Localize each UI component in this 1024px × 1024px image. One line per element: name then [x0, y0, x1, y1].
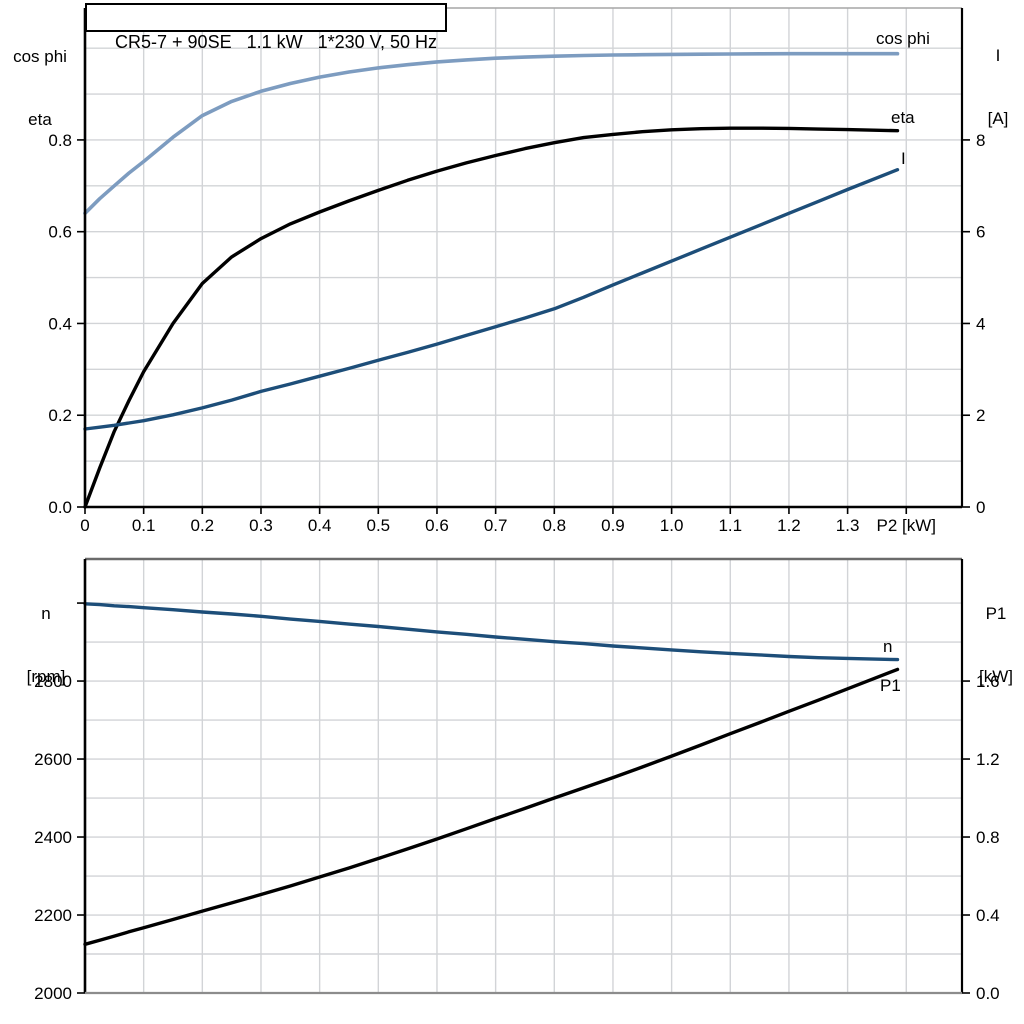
curve-P1	[83, 667, 900, 946]
curve-label-P1: P1	[880, 676, 901, 695]
left-tick-label: 2600	[34, 750, 72, 769]
left-tick-label: 2000	[34, 984, 72, 1003]
input-power-axis-label: P1	[985, 604, 1007, 623]
current-axis-unit: [A]	[987, 109, 1009, 128]
left-tick-label: 0.2	[48, 406, 72, 425]
right-tick-label: 1.2	[976, 750, 1000, 769]
x-tick-label: 0.4	[308, 516, 332, 535]
left-tick-label: 2400	[34, 828, 72, 847]
bottom-right-axis-label: P1 [kW]	[968, 561, 1024, 729]
left-tick-label: 0.4	[48, 314, 72, 333]
right-tick-label: 4	[976, 314, 985, 333]
eta-axis-label: eta	[28, 110, 52, 129]
x-tick-label: 1.2	[777, 516, 801, 535]
current-axis-label: I	[995, 46, 1001, 65]
right-tick-label: 0	[976, 498, 985, 517]
left-tick-label: 2200	[34, 906, 72, 925]
x-tick-label: 0.2	[191, 516, 215, 535]
right-tick-label: 0.4	[976, 906, 1000, 925]
curve-label-I: I	[901, 149, 906, 168]
speed-axis-label: n	[41, 604, 51, 623]
right-tick-label: 2	[976, 406, 985, 425]
right-tick-label: 8	[976, 131, 985, 150]
x-tick-label: 1.1	[718, 516, 742, 535]
input-power-axis-unit: [kW]	[979, 667, 1013, 686]
x-tick-label: 0.1	[132, 516, 156, 535]
curve-label-eta: eta	[891, 108, 915, 127]
left-tick-label: 2800	[34, 672, 72, 691]
right-tick-label: 0.0	[976, 984, 1000, 1003]
x-tick-label: 0	[80, 516, 89, 535]
left-tick-label: 0.8	[48, 131, 72, 150]
left-tick-label: 0.0	[48, 498, 72, 517]
x-tick-label: 0.3	[249, 516, 273, 535]
curve-label-n: n	[883, 637, 892, 656]
right-tick-label: 1.6	[976, 672, 1000, 691]
right-tick-label: 0.8	[976, 828, 1000, 847]
curve-n	[83, 602, 900, 662]
x-tick-label: 0.6	[425, 516, 449, 535]
chart-title-box: CR5-7 + 90SE 1.1 kW 1*230 V, 50 Hz	[85, 3, 448, 52]
x-tick-label: 0.8	[542, 516, 566, 535]
x-tick-label: 0.5	[366, 516, 390, 535]
x-tick-label: 1.0	[660, 516, 684, 535]
right-tick-label: 6	[976, 223, 985, 242]
bottom-left-axis-label: n [rpm]	[8, 561, 84, 729]
x-axis-title: P2 [kW]	[877, 516, 937, 535]
left-tick-label: 0.6	[48, 223, 72, 242]
top-right-axis-label: I [A]	[974, 3, 1022, 171]
x-tick-label: 1.3	[836, 516, 860, 535]
curve-eta	[83, 126, 900, 509]
chart-title: CR5-7 + 90SE 1.1 kW 1*230 V, 50 Hz	[115, 32, 438, 52]
top-left-axis-label: cos phi eta	[0, 4, 80, 172]
x-tick-label: 0.9	[601, 516, 625, 535]
curve-I	[83, 168, 900, 431]
curve-cos-phi	[83, 51, 900, 216]
x-tick-label: 0.7	[484, 516, 508, 535]
speed-axis-unit: [rpm]	[26, 667, 66, 686]
curve-label-cos-phi: cos phi	[876, 29, 930, 48]
cos-phi-axis-label: cos phi	[13, 47, 67, 66]
